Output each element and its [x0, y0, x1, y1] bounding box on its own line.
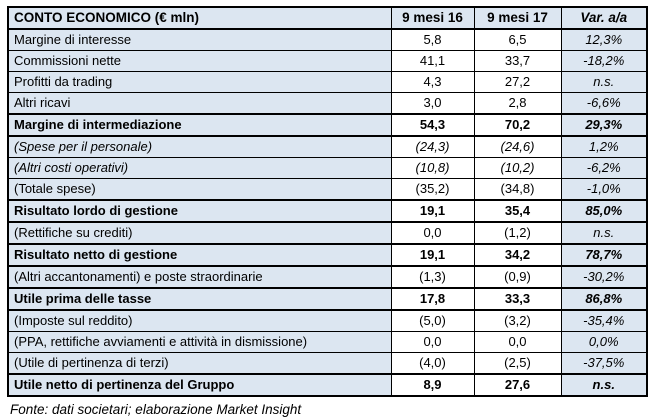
row-label: Margine di interesse: [7, 28, 392, 51]
row-label: (Altri accantonamenti) e poste straordin…: [7, 265, 392, 289]
value-9m16: 17,8: [390, 287, 475, 311]
table-row: (Utile di pertinenza di terzi) (4,0) (2,5)…: [7, 352, 648, 375]
value-9m16: 0,0: [390, 331, 475, 353]
value-9m17: 70,2: [473, 113, 562, 137]
value-9m16: 5,8: [390, 28, 475, 51]
value-variance: -18,2%: [560, 50, 648, 72]
value-variance: -6,2%: [560, 157, 648, 179]
table-row: Margine di intermediazione 54,3 70,2 29,3%: [7, 113, 648, 137]
table-row: Commissioni nette 41,1 33,7 -18,2%: [7, 50, 648, 72]
value-9m17: (34,8): [473, 178, 562, 201]
value-variance: -30,2%: [560, 265, 648, 289]
value-variance: 1,2%: [560, 135, 648, 158]
value-variance: n.s.: [560, 373, 648, 397]
value-9m16: (4,0): [390, 352, 475, 375]
col-header-variance: Var. a/a: [560, 6, 648, 30]
value-9m16: (1,3): [390, 265, 475, 289]
row-label: (Spese per il personale): [7, 135, 392, 158]
value-9m16: (5,0): [390, 309, 475, 332]
value-variance: -35,4%: [560, 309, 648, 332]
value-9m16: (24,3): [390, 135, 475, 158]
value-variance: 78,7%: [560, 243, 648, 267]
value-9m17: 27,2: [473, 71, 562, 93]
row-label: (Totale spese): [7, 178, 392, 201]
table-row: Altri ricavi 3,0 2,8 -6,6%: [7, 92, 648, 115]
row-label: Profitti da trading: [7, 71, 392, 93]
value-variance: -6,6%: [560, 92, 648, 115]
value-variance: 85,0%: [560, 199, 648, 223]
table-row: (Altri accantonamenti) e poste straordin…: [7, 265, 648, 289]
value-9m16: 54,3: [390, 113, 475, 137]
row-label: (PPA, rettifiche avviamenti e attività i…: [7, 331, 392, 353]
table-row: Profitti da trading 4,3 27,2 n.s.: [7, 71, 648, 93]
table-row: Margine di interesse 5,8 6,5 12,3%: [7, 28, 648, 51]
value-9m17: 34,2: [473, 243, 562, 267]
value-variance: 12,3%: [560, 28, 648, 51]
table-body: Margine di interesse 5,8 6,5 12,3% Commissio…: [7, 28, 648, 397]
value-variance: -37,5%: [560, 352, 648, 375]
row-label: (Imposte sul reddito): [7, 309, 392, 332]
value-9m16: 41,1: [390, 50, 475, 72]
row-label: (Altri costi operativi): [7, 157, 392, 179]
value-9m16: 3,0: [390, 92, 475, 115]
value-variance: n.s.: [560, 71, 648, 93]
value-9m17: 35,4: [473, 199, 562, 223]
value-variance: n.s.: [560, 221, 648, 245]
table-row: Utile netto di pertinenza del Gruppo 8,9 2…: [7, 373, 648, 397]
table-row: Utile prima delle tasse 17,8 33,3 86,8%: [7, 287, 648, 311]
row-label: (Utile di pertinenza di terzi): [7, 352, 392, 375]
col-header-account: CONTO ECONOMICO (€ mln): [7, 6, 392, 30]
value-9m17: 33,3: [473, 287, 562, 311]
value-9m16: 19,1: [390, 199, 475, 223]
row-label: Margine di intermediazione: [7, 113, 392, 137]
value-9m16: (10,8): [390, 157, 475, 179]
value-9m17: (3,2): [473, 309, 562, 332]
value-9m17: 27,6: [473, 373, 562, 397]
table-row: (Spese per il personale) (24,3) (24,6) 1,2%: [7, 135, 648, 158]
row-label: Altri ricavi: [7, 92, 392, 115]
col-header-9m16: 9 mesi 16: [390, 6, 475, 30]
income-statement-table-container: CONTO ECONOMICO (€ mln) 9 mesi 16 9 mesi…: [7, 6, 648, 417]
income-statement-table: CONTO ECONOMICO (€ mln) 9 mesi 16 9 mesi…: [7, 6, 648, 397]
value-9m16: 4,3: [390, 71, 475, 93]
value-9m16: 19,1: [390, 243, 475, 267]
value-9m16: (35,2): [390, 178, 475, 201]
value-variance: 86,8%: [560, 287, 648, 311]
value-9m17: 0,0: [473, 331, 562, 353]
row-label: Utile prima delle tasse: [7, 287, 392, 311]
row-label: Risultato lordo di gestione: [7, 199, 392, 223]
table-row: (Totale spese) (35,2) (34,8) -1,0%: [7, 178, 648, 201]
row-label: Utile netto di pertinenza del Gruppo: [7, 373, 392, 397]
row-label: Commissioni nette: [7, 50, 392, 72]
table-row: Risultato lordo di gestione 19,1 35,4 85,0%: [7, 199, 648, 223]
value-9m17: (2,5): [473, 352, 562, 375]
col-header-9m17: 9 mesi 17: [473, 6, 562, 30]
value-9m16: 0,0: [390, 221, 475, 245]
value-9m17: 6,5: [473, 28, 562, 51]
row-label: Risultato netto di gestione: [7, 243, 392, 267]
header-row: CONTO ECONOMICO (€ mln) 9 mesi 16 9 mesi…: [7, 6, 648, 30]
value-9m17: (1,2): [473, 221, 562, 245]
row-label: (Rettifiche su crediti): [7, 221, 392, 245]
table-row: (Rettifiche su crediti) 0,0 (1,2) n.s.: [7, 221, 648, 245]
value-9m16: 8,9: [390, 373, 475, 397]
table-row: (PPA, rettifiche avviamenti e attività i…: [7, 331, 648, 353]
value-9m17: (24,6): [473, 135, 562, 158]
table-row: (Imposte sul reddito) (5,0) (3,2) -35,4%: [7, 309, 648, 332]
value-9m17: 2,8: [473, 92, 562, 115]
source-note: Fonte: dati societari; elaborazione Mark…: [10, 402, 302, 417]
value-variance: 29,3%: [560, 113, 648, 137]
table-row: Risultato netto di gestione 19,1 34,2 78,7%: [7, 243, 648, 267]
value-variance: 0,0%: [560, 331, 648, 353]
value-variance: -1,0%: [560, 178, 648, 201]
value-9m17: (10,2): [473, 157, 562, 179]
table-row: (Altri costi operativi) (10,8) (10,2) -6,2%: [7, 157, 648, 179]
value-9m17: (0,9): [473, 265, 562, 289]
value-9m17: 33,7: [473, 50, 562, 72]
